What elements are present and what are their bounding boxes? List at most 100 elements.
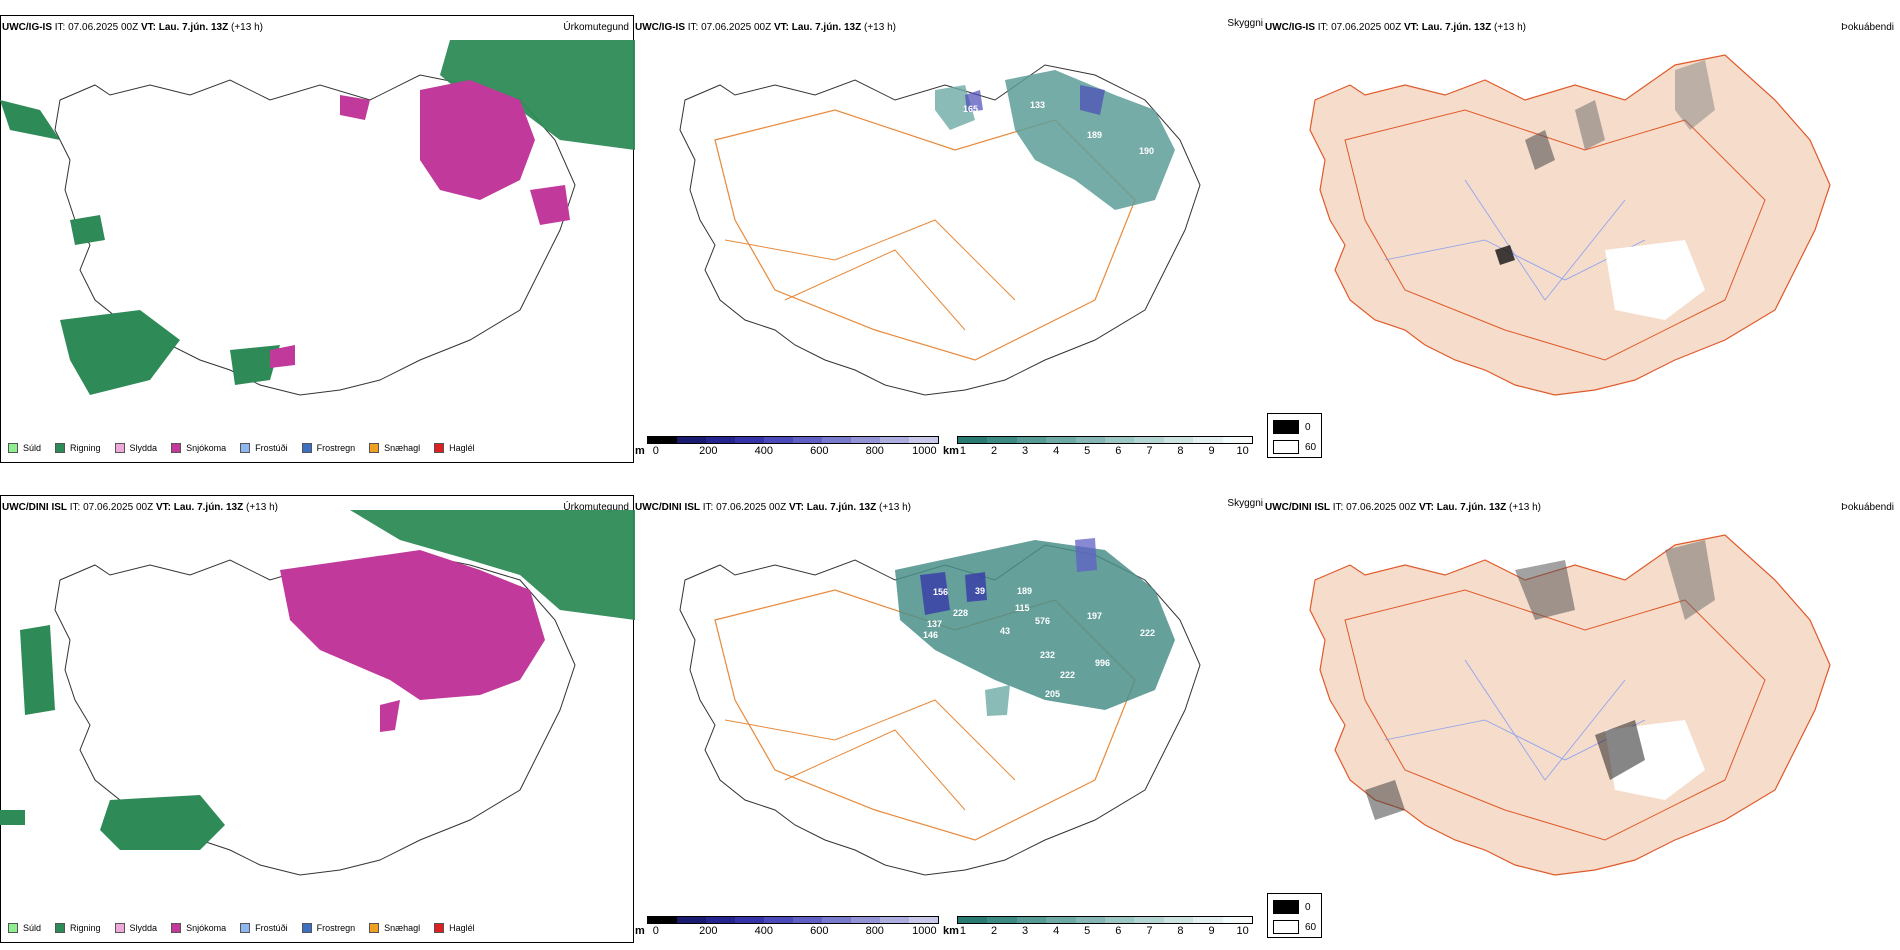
colorbar-cells [957,436,1253,444]
init-time: 07.06.2025 00Z [83,502,154,513]
colorbar-cells [957,916,1253,924]
lead-time: (+13 h) [879,502,911,513]
legend-item: Frostúði [240,923,288,933]
tick-label: 8 [1177,925,1184,937]
visibility-unit: km [943,445,959,457]
legend-swatch [114,443,125,453]
cloud-base-label: 190 [1139,146,1154,156]
tick-label: 800 [865,925,884,937]
init-time: 07.06.2025 00Z [716,502,787,513]
legend-item: Frostregn [301,923,355,933]
tick-label: 6 [1115,925,1122,937]
panel-title: Þokuábendi [1841,22,1894,33]
colorbar-ticks: 0 200 400 600 800 1000 [647,924,939,937]
cloud-base-label: 222 [1060,670,1075,680]
legend-item: Slydda [114,923,157,933]
valid-time: Lau. 7.jún. 13Z [791,22,862,33]
legend-item: Haglél [434,443,475,453]
fog-legend-item: 60 [1273,440,1316,454]
legend-item: Frostúði [240,443,288,453]
legend-item: Snjókoma [171,923,226,933]
fog-map [1309,534,1831,876]
legend-swatch [8,923,18,933]
legend-swatch [1273,420,1299,434]
cloud-base-label: 146 [923,630,938,640]
lead-time: (+13 h) [1509,502,1541,513]
precip-map [0,40,635,396]
tick-label: 400 [754,445,773,457]
tick-label: 3 [1022,445,1029,457]
cloud-base-label: 576 [1035,616,1050,626]
legend-item: Rigning [55,443,101,453]
cloud-base-label: 232 [1040,650,1055,660]
tick-label: 800 [865,445,884,457]
colorbar-cells [647,916,939,924]
panel-header: UWC/DINI ISL IT: 07.06.2025 00Z VT: Lau.… [635,502,911,513]
legend-item: Haglél [434,923,475,933]
init-time: 07.06.2025 00Z [701,22,772,33]
map-frame [0,495,634,943]
lead-time: (+13 h) [1494,22,1526,33]
cloud-base-label: 39 [975,586,985,596]
panel-title: Skyggni [1227,18,1263,29]
legend-swatch [240,443,251,453]
colorbar-cells [647,436,939,444]
tick-label: 10 [1236,445,1249,457]
tick-label: 0 [652,445,659,457]
legend-swatch [171,923,182,933]
map-frame [0,15,634,463]
ceiling-unit: m [635,925,645,937]
tick-label: 5 [1084,445,1091,457]
ceiling-colorbar: 0 200 400 600 800 1000 [647,436,939,457]
init-time: 07.06.2025 00Z [1331,22,1402,33]
legend-item: Snæhagl [369,923,420,933]
tick-label: 1000 [912,925,937,937]
tick-label: 3 [1022,925,1029,937]
visibility-colorbar: 1 2 3 4 5 6 7 8 9 10 [957,916,1253,937]
legend-swatch [114,923,125,933]
legend-item: Frostregn [301,443,355,453]
cloud-panel-top: UWC/IG-IS IT: 07.06.2025 00Z VT: Lau. 7.… [635,0,1322,470]
ceiling-colorbar: 0 200 400 600 800 1000 [647,916,939,937]
valid-time: Lau. 7.jún. 13Z [1421,22,1492,33]
tick-label: 8 [1177,445,1184,457]
tick-label: 0 [652,925,659,937]
legend-swatch [1273,440,1299,454]
tick-label: 5 [1084,925,1091,937]
tick-label: 200 [699,925,718,937]
cloud-base-label: 189 [1087,130,1102,140]
cloud-base-label: 137 [927,619,942,629]
model-name: UWC/DINI ISL [1265,502,1330,513]
precip-map [0,510,635,876]
lead-time: (+13 h) [246,502,278,513]
visibility-colorbar: 1 2 3 4 5 6 7 8 9 10 [957,436,1253,457]
valid-time: Lau. 7.jún. 13Z [173,502,244,513]
legend-swatch [240,923,251,933]
legend-item: Súld [8,923,41,933]
valid-time: Lau. 7.jún. 13Z [158,22,229,33]
cloud-base-label: 43 [1000,626,1010,636]
tick-label: 1 [959,925,966,937]
legend-swatch [301,443,312,453]
legend-swatch [1273,920,1299,934]
cloud-map: 156 39 189 228 115 576 197 222 137 146 2… [679,538,1201,876]
visibility-unit: km [943,925,959,937]
legend-item: Slydda [114,443,157,453]
legend-swatch [434,923,445,933]
cloud-base-label: 205 [993,724,1008,734]
precip-legend: Súld Rigning Slydda Snjókoma Frostúði Fr… [8,923,489,933]
lead-time: (+13 h) [231,22,263,33]
legend-swatch [8,443,18,453]
tick-label: 200 [699,445,718,457]
fog-legend: 0 60 [1267,893,1322,938]
lead-time: (+13 h) [864,22,896,33]
panel-header: UWC/IG-IS IT: 07.06.2025 00Z VT: Lau. 7.… [1265,22,1526,33]
legend-swatch [55,443,66,453]
valid-time: Lau. 7.jún. 13Z [1436,502,1507,513]
legend-item: Rigning [55,923,101,933]
panel-header: UWC/IG-IS IT: 07.06.2025 00Z VT: Lau. 7.… [2,22,263,33]
colorbar-ticks: 1 2 3 4 5 6 7 8 9 10 [957,924,1253,937]
precip-panel-top: UWC/IG-IS IT: 07.06.2025 00Z VT: Lau. 7.… [0,0,635,470]
precip-panel-bottom: UWC/DINI ISL IT: 07.06.2025 00Z VT: Lau.… [0,480,635,950]
legend-item: Snæhagl [369,443,420,453]
